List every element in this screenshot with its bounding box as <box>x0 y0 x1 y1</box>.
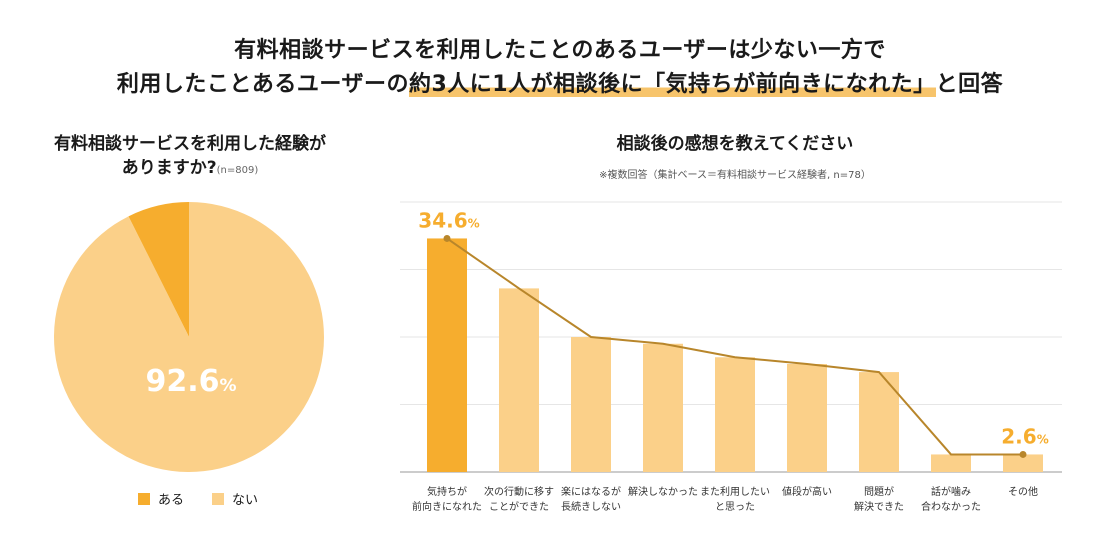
bar <box>427 238 467 472</box>
bar <box>931 454 971 472</box>
data-label: 34.6% <box>418 208 479 232</box>
x-tick-label-line: 解決しなかった <box>628 485 698 498</box>
headline: 有料相談サービスを利用したことのあるユーザーは少ない一方で 利用したことあるユー… <box>0 34 1120 102</box>
x-tick-label-line: 問題が <box>864 485 894 498</box>
bar-chart: 気持ちが前向きになれた次の行動に移すことができた楽にはなるが長続きしない解決しな… <box>400 201 1062 513</box>
bar-chart-title: 相談後の感想を教えてください <box>616 134 854 154</box>
pie-slice-no <box>53 202 324 472</box>
data-label-unit: % <box>1037 432 1049 446</box>
data-label-unit: % <box>468 216 480 230</box>
x-tick-label: 解決しなかった <box>628 485 698 498</box>
legend-swatch-yes <box>138 492 150 505</box>
x-tick-label: 問題が解決できた <box>854 485 904 513</box>
headline-line-2: 利用したことあるユーザーの約3人に1人が相談後に「気持ちが前向きになれた」と回答 <box>0 68 1120 102</box>
bar <box>571 337 611 472</box>
legend-item-yes: ある <box>138 489 184 508</box>
pie-chart-title: 有料相談サービスを利用した経験が ありますか?(n=809) <box>0 132 380 183</box>
x-tick-label: 気持ちが前向きになれた <box>412 485 482 513</box>
pie-chart: 92.6% <box>53 202 324 472</box>
pie-sample-note: (n=809) <box>216 165 259 176</box>
x-tick-label-line: と思った <box>715 501 755 513</box>
bar <box>499 288 539 472</box>
x-tick-label-line: 気持ちが <box>427 485 467 498</box>
bar <box>787 364 827 472</box>
headline-line-1: 有料相談サービスを利用したことのあるユーザーは少ない一方で <box>234 38 886 63</box>
x-tick-label-line: 解決できた <box>854 500 904 513</box>
headline-line-2-post: と回答 <box>935 72 1004 97</box>
trend-point <box>1019 450 1027 458</box>
x-tick-label: 話が噛み合わなかった <box>921 485 981 513</box>
pie-title-line-1: 有料相談サービスを利用した経験が <box>54 134 326 154</box>
legend-label-no: ない <box>232 493 259 508</box>
x-tick-label-line: その他 <box>1008 485 1038 498</box>
bar <box>715 357 755 472</box>
x-tick-label-line: 長続きしない <box>561 500 621 513</box>
trend-point <box>443 234 451 242</box>
x-tick-label-line: 楽にはなるが <box>561 485 621 498</box>
bar <box>1003 454 1043 472</box>
x-tick-label: その他 <box>1008 485 1038 498</box>
x-tick-label-line: 合わなかった <box>921 500 981 513</box>
legend-label-yes: ある <box>158 493 185 508</box>
x-tick-label-line: 話が噛み <box>931 485 971 498</box>
pie-value-unit: % <box>219 376 236 396</box>
x-tick-label-line: ことができた <box>489 500 549 513</box>
bar-chart-note: ※複数回答（集計ベース＝有料相談サービス経験者, n=78） <box>599 170 871 181</box>
x-tick-label-line: また利用したい <box>700 486 770 498</box>
x-tick-label: また利用したいと思った <box>700 486 770 513</box>
bar <box>643 343 683 472</box>
data-label: 2.6% <box>1001 424 1048 448</box>
x-tick-label-line: 前向きになれた <box>412 500 482 513</box>
headline-line-2-pre: 利用したことあるユーザーの <box>116 72 409 97</box>
x-tick-label-line: 値段が高い <box>782 485 832 498</box>
trend-line <box>446 237 1023 456</box>
x-tick-label: 値段が高い <box>782 485 832 498</box>
x-tick-label-line: 次の行動に移す <box>484 485 554 498</box>
x-tick-label: 次の行動に移すことができた <box>484 485 554 513</box>
legend-swatch-no <box>212 492 225 505</box>
pie-title-line-2: ありますか?(n=809) <box>0 156 380 183</box>
pie-slice-yes <box>128 202 189 337</box>
legend-item-no: ない <box>212 489 258 508</box>
pie-title-question: ありますか? <box>121 158 217 178</box>
pie-legend: ある ない <box>138 489 258 508</box>
x-tick-label: 楽にはなるが長続きしない <box>561 485 621 513</box>
headline-highlight: 約3人に1人が相談後に「気持ちが前向きになれた」 <box>408 72 936 97</box>
